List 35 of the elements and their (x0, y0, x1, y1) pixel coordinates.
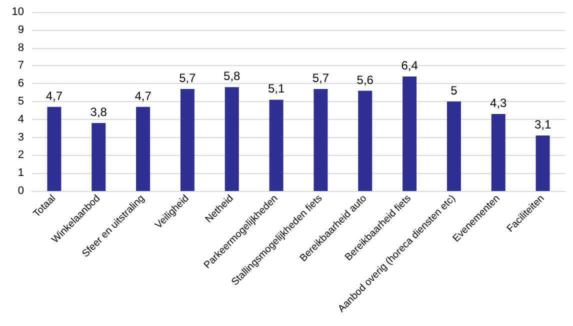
data-label: 6,4 (401, 58, 418, 72)
bar (446, 102, 461, 191)
bar (536, 136, 550, 191)
data-label: 5 (450, 84, 458, 98)
y-tick-label: 1 (18, 167, 24, 180)
bar (314, 88, 328, 191)
bar (269, 100, 284, 191)
y-tick-label: 10 (12, 6, 24, 18)
y-tick-label: 6 (18, 78, 24, 90)
bar (358, 90, 372, 191)
y-tick-label: 2 (18, 149, 24, 162)
data-label: 3,8 (90, 104, 108, 119)
y-tick-label: 8 (18, 42, 24, 54)
bar (136, 106, 150, 191)
bar (491, 114, 506, 191)
data-label: 4,7 (46, 88, 63, 103)
bar (180, 88, 194, 191)
y-tick-label: 7 (18, 60, 24, 72)
y-tick-label: 0 (18, 185, 24, 197)
data-label: 5,8 (224, 69, 241, 84)
data-label: 4,3 (490, 96, 508, 110)
data-label: 5,7 (179, 70, 196, 85)
bar (47, 106, 62, 191)
y-tick-label: 3 (18, 131, 24, 144)
data-label: 5,6 (356, 72, 374, 87)
y-tick-label: 9 (18, 24, 24, 36)
y-tick-label: 5 (18, 96, 24, 108)
data-label: 4,7 (134, 88, 152, 103)
bar (402, 76, 417, 191)
data-label: 5,7 (312, 70, 330, 85)
data-label: 3,1 (534, 118, 552, 132)
bar (224, 87, 239, 191)
data-label: 5,1 (268, 82, 285, 96)
y-tick-label: 4 (18, 113, 24, 126)
bar (92, 122, 106, 191)
